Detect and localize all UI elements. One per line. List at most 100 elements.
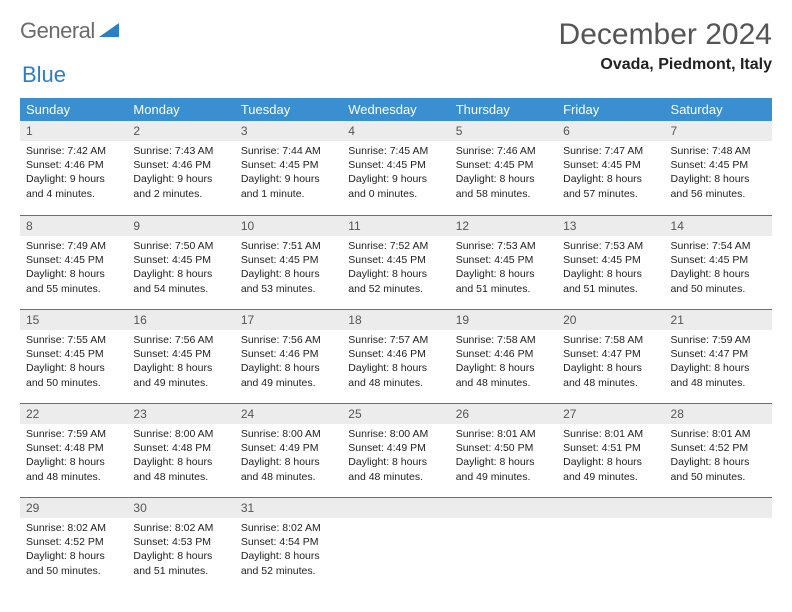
- day-number: 28: [665, 404, 772, 424]
- day-number: 8: [20, 216, 127, 236]
- day-number: 19: [450, 310, 557, 330]
- day-cell: 14Sunrise: 7:54 AMSunset: 4:45 PMDayligh…: [665, 215, 772, 303]
- day-body: Sunrise: 7:52 AMSunset: 4:45 PMDaylight:…: [342, 236, 449, 302]
- day-number: 16: [127, 310, 234, 330]
- day-number: 3: [235, 121, 342, 141]
- day-cell: 17Sunrise: 7:56 AMSunset: 4:46 PMDayligh…: [235, 309, 342, 397]
- day-body: Sunrise: 7:56 AMSunset: 4:45 PMDaylight:…: [127, 330, 234, 396]
- day-number: 17: [235, 310, 342, 330]
- day-number: 5: [450, 121, 557, 141]
- day-cell: 6Sunrise: 7:47 AMSunset: 4:45 PMDaylight…: [557, 121, 664, 209]
- day-body: Sunrise: 7:49 AMSunset: 4:45 PMDaylight:…: [20, 236, 127, 302]
- day-cell: 24Sunrise: 8:00 AMSunset: 4:49 PMDayligh…: [235, 403, 342, 491]
- day-cell: [557, 497, 664, 585]
- day-body: [450, 518, 557, 527]
- day-number: 25: [342, 404, 449, 424]
- day-number: 6: [557, 121, 664, 141]
- day-number: 21: [665, 310, 772, 330]
- dow-fri: Friday: [557, 98, 664, 121]
- day-body: [342, 518, 449, 527]
- day-number: 2: [127, 121, 234, 141]
- logo-triangle-icon: [99, 21, 119, 42]
- day-body: Sunrise: 8:02 AMSunset: 4:54 PMDaylight:…: [235, 518, 342, 584]
- day-body: Sunrise: 8:00 AMSunset: 4:49 PMDaylight:…: [342, 424, 449, 490]
- day-number: 31: [235, 498, 342, 518]
- day-cell: 5Sunrise: 7:46 AMSunset: 4:45 PMDaylight…: [450, 121, 557, 209]
- day-cell: 16Sunrise: 7:56 AMSunset: 4:45 PMDayligh…: [127, 309, 234, 397]
- day-number: 29: [20, 498, 127, 518]
- day-cell: 31Sunrise: 8:02 AMSunset: 4:54 PMDayligh…: [235, 497, 342, 585]
- week-row: 22Sunrise: 7:59 AMSunset: 4:48 PMDayligh…: [20, 403, 772, 491]
- day-number: 26: [450, 404, 557, 424]
- day-cell: 15Sunrise: 7:55 AMSunset: 4:45 PMDayligh…: [20, 309, 127, 397]
- day-number: 13: [557, 216, 664, 236]
- logo-word2: Blue: [22, 62, 66, 87]
- day-number: 4: [342, 121, 449, 141]
- day-number: 23: [127, 404, 234, 424]
- day-body: Sunrise: 7:57 AMSunset: 4:46 PMDaylight:…: [342, 330, 449, 396]
- day-cell: 4Sunrise: 7:45 AMSunset: 4:45 PMDaylight…: [342, 121, 449, 209]
- day-number: 27: [557, 404, 664, 424]
- day-number: 10: [235, 216, 342, 236]
- day-body: Sunrise: 7:58 AMSunset: 4:46 PMDaylight:…: [450, 330, 557, 396]
- day-body: Sunrise: 7:53 AMSunset: 4:45 PMDaylight:…: [557, 236, 664, 302]
- day-number: 11: [342, 216, 449, 236]
- day-body: Sunrise: 7:53 AMSunset: 4:45 PMDaylight:…: [450, 236, 557, 302]
- dow-mon: Monday: [127, 98, 234, 121]
- day-body: Sunrise: 8:01 AMSunset: 4:50 PMDaylight:…: [450, 424, 557, 490]
- day-body: Sunrise: 7:43 AMSunset: 4:46 PMDaylight:…: [127, 141, 234, 207]
- day-body: Sunrise: 7:45 AMSunset: 4:45 PMDaylight:…: [342, 141, 449, 207]
- day-body: [665, 518, 772, 527]
- day-cell: 9Sunrise: 7:50 AMSunset: 4:45 PMDaylight…: [127, 215, 234, 303]
- day-number: 22: [20, 404, 127, 424]
- day-body: Sunrise: 7:50 AMSunset: 4:45 PMDaylight:…: [127, 236, 234, 302]
- day-cell: 19Sunrise: 7:58 AMSunset: 4:46 PMDayligh…: [450, 309, 557, 397]
- day-number: 9: [127, 216, 234, 236]
- day-number: 24: [235, 404, 342, 424]
- day-cell: 2Sunrise: 7:43 AMSunset: 4:46 PMDaylight…: [127, 121, 234, 209]
- day-number: [557, 498, 664, 518]
- day-cell: 12Sunrise: 7:53 AMSunset: 4:45 PMDayligh…: [450, 215, 557, 303]
- day-number: 1: [20, 121, 127, 141]
- day-cell: 18Sunrise: 7:57 AMSunset: 4:46 PMDayligh…: [342, 309, 449, 397]
- day-body: Sunrise: 7:54 AMSunset: 4:45 PMDaylight:…: [665, 236, 772, 302]
- day-cell: 13Sunrise: 7:53 AMSunset: 4:45 PMDayligh…: [557, 215, 664, 303]
- day-number: 15: [20, 310, 127, 330]
- day-body: Sunrise: 7:59 AMSunset: 4:48 PMDaylight:…: [20, 424, 127, 490]
- day-number: 12: [450, 216, 557, 236]
- day-cell: [450, 497, 557, 585]
- month-title: December 2024: [559, 18, 772, 52]
- week-row: 15Sunrise: 7:55 AMSunset: 4:45 PMDayligh…: [20, 309, 772, 397]
- day-cell: 10Sunrise: 7:51 AMSunset: 4:45 PMDayligh…: [235, 215, 342, 303]
- day-body: Sunrise: 8:02 AMSunset: 4:53 PMDaylight:…: [127, 518, 234, 584]
- day-body: Sunrise: 7:44 AMSunset: 4:45 PMDaylight:…: [235, 141, 342, 207]
- day-number: 14: [665, 216, 772, 236]
- dow-thu: Thursday: [450, 98, 557, 121]
- logo: General: [20, 18, 121, 44]
- day-body: Sunrise: 8:01 AMSunset: 4:52 PMDaylight:…: [665, 424, 772, 490]
- day-body: Sunrise: 7:42 AMSunset: 4:46 PMDaylight:…: [20, 141, 127, 207]
- title-block: December 2024 Ovada, Piedmont, Italy: [559, 18, 772, 74]
- day-cell: 7Sunrise: 7:48 AMSunset: 4:45 PMDaylight…: [665, 121, 772, 209]
- day-body: Sunrise: 8:01 AMSunset: 4:51 PMDaylight:…: [557, 424, 664, 490]
- day-cell: 22Sunrise: 7:59 AMSunset: 4:48 PMDayligh…: [20, 403, 127, 491]
- day-cell: 30Sunrise: 8:02 AMSunset: 4:53 PMDayligh…: [127, 497, 234, 585]
- day-cell: 25Sunrise: 8:00 AMSunset: 4:49 PMDayligh…: [342, 403, 449, 491]
- dow-tue: Tuesday: [235, 98, 342, 121]
- day-cell: [665, 497, 772, 585]
- day-cell: 23Sunrise: 8:00 AMSunset: 4:48 PMDayligh…: [127, 403, 234, 491]
- week-row: 29Sunrise: 8:02 AMSunset: 4:52 PMDayligh…: [20, 497, 772, 585]
- day-number: 7: [665, 121, 772, 141]
- day-cell: 8Sunrise: 7:49 AMSunset: 4:45 PMDaylight…: [20, 215, 127, 303]
- day-number: 18: [342, 310, 449, 330]
- day-cell: 11Sunrise: 7:52 AMSunset: 4:45 PMDayligh…: [342, 215, 449, 303]
- day-number: [665, 498, 772, 518]
- day-cell: 27Sunrise: 8:01 AMSunset: 4:51 PMDayligh…: [557, 403, 664, 491]
- day-body: Sunrise: 8:00 AMSunset: 4:49 PMDaylight:…: [235, 424, 342, 490]
- day-body: Sunrise: 8:00 AMSunset: 4:48 PMDaylight:…: [127, 424, 234, 490]
- dow-sat: Saturday: [665, 98, 772, 121]
- day-cell: 29Sunrise: 8:02 AMSunset: 4:52 PMDayligh…: [20, 497, 127, 585]
- logo-word1: General: [20, 18, 95, 44]
- dow-row: Sunday Monday Tuesday Wednesday Thursday…: [20, 98, 772, 121]
- day-cell: 26Sunrise: 8:01 AMSunset: 4:50 PMDayligh…: [450, 403, 557, 491]
